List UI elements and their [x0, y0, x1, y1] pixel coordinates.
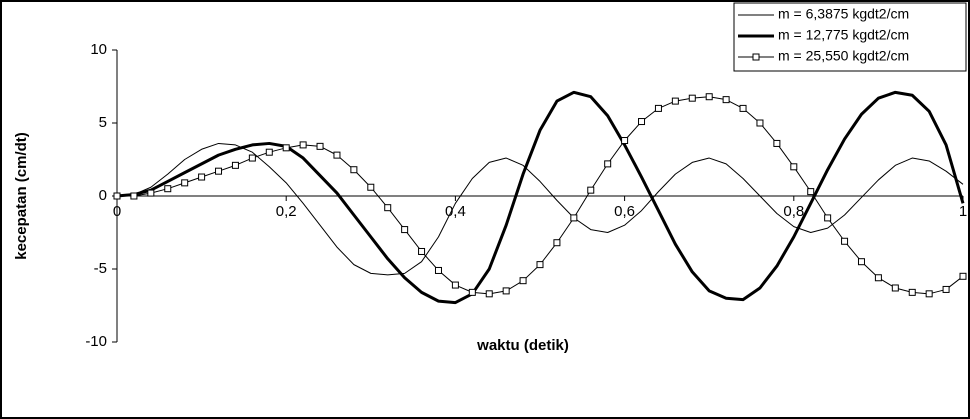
data-point — [451, 281, 459, 289]
y-tick-label: 5 — [99, 114, 107, 131]
data-point — [891, 284, 899, 292]
data-point — [604, 160, 612, 168]
data-point — [299, 141, 307, 149]
data-point — [756, 119, 764, 127]
x-tick-label: 0,4 — [445, 203, 466, 220]
y-tick-label: -10 — [85, 333, 107, 350]
legend-label: m = 12,775 kgdt2/cm — [778, 27, 909, 43]
x-axis-title: waktu (detik) — [476, 337, 569, 354]
data-point — [401, 226, 409, 234]
x-tick-label: 0,8 — [783, 203, 804, 220]
data-point — [773, 139, 781, 147]
data-point — [485, 290, 493, 298]
data-point — [502, 287, 510, 295]
data-point — [587, 186, 595, 194]
data-point — [553, 239, 561, 247]
data-point — [705, 93, 713, 101]
data-point — [790, 163, 798, 171]
data-point — [384, 204, 392, 212]
data-point — [671, 97, 679, 105]
data-point — [181, 179, 189, 187]
data-point — [857, 258, 865, 266]
data-point — [282, 144, 290, 152]
legend-label: m = 6,3875 kgdt2/cm — [778, 6, 909, 22]
data-point — [333, 151, 341, 159]
data-point — [807, 188, 815, 196]
data-point — [468, 288, 476, 296]
series-line — [116, 90, 965, 305]
data-point — [908, 288, 916, 296]
data-point — [215, 167, 223, 175]
data-point — [519, 277, 527, 285]
data-point — [925, 290, 933, 298]
data-point — [316, 142, 324, 150]
y-tick-label: -5 — [94, 260, 107, 277]
data-point — [536, 261, 544, 269]
data-point — [248, 154, 256, 162]
data-point — [367, 183, 375, 191]
data-point — [739, 104, 747, 112]
data-point — [350, 166, 358, 174]
x-tick-label: 0,6 — [614, 203, 635, 220]
data-point — [418, 247, 426, 255]
data-point — [824, 214, 832, 222]
x-tick-label: 1 — [959, 203, 967, 220]
y-tick-label: 10 — [90, 41, 107, 58]
legend-label: m = 25,550 kgdt2/cm — [778, 48, 909, 64]
data-point — [198, 173, 206, 181]
data-point — [722, 96, 730, 104]
y-axis-title: kecepatan (cm/dt) — [13, 132, 30, 260]
legend-marker — [752, 53, 760, 61]
data-point — [164, 185, 172, 193]
data-point — [841, 237, 849, 245]
data-point — [874, 274, 882, 282]
data-point — [688, 94, 696, 102]
data-point — [654, 104, 662, 112]
data-point — [570, 214, 578, 222]
data-point — [621, 137, 629, 145]
x-tick-label: 0,2 — [276, 203, 297, 220]
data-point — [638, 118, 646, 126]
data-point — [434, 266, 442, 274]
y-tick-label: 0 — [99, 187, 107, 204]
data-point — [265, 148, 273, 156]
data-point — [147, 189, 155, 197]
x-tick-label: 0 — [113, 203, 121, 220]
data-point — [942, 285, 950, 293]
data-point — [959, 272, 967, 280]
data-point — [130, 192, 138, 200]
data-point — [231, 161, 239, 169]
series-line — [116, 142, 964, 276]
data-point — [113, 192, 121, 200]
